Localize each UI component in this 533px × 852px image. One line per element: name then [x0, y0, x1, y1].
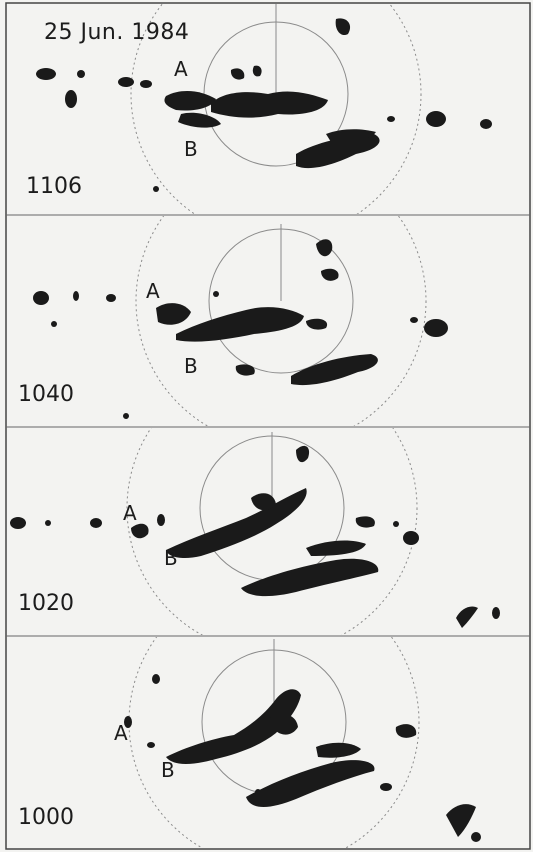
radar-panel-1020: A B 1020 [6, 428, 531, 635]
time-label: 1020 [18, 591, 74, 616]
time-label: 1040 [18, 382, 74, 407]
marker-a: A [174, 57, 188, 81]
range-rings [128, 637, 420, 848]
echo-cells-scattered [36, 68, 492, 192]
marker-b: B [184, 354, 198, 378]
radar-panel-1000: A B 1000 [6, 637, 531, 848]
radar-panel-1040: A B 1040 [6, 216, 531, 426]
radar-panel-1106: 25 Jun. 1984 A B 1106 [6, 4, 531, 214]
marker-b: B [184, 137, 198, 161]
range-rings [135, 216, 427, 426]
radar-echo-map [33, 216, 448, 426]
time-label: 1106 [26, 174, 82, 199]
date-label: 25 Jun. 1984 [44, 20, 190, 45]
marker-a: A [146, 279, 160, 303]
marker-a: A [123, 501, 137, 525]
time-label: 1000 [18, 805, 74, 830]
echo-cluster-main [164, 18, 380, 169]
radar-echo-map [36, 4, 492, 214]
echo-cluster-main [131, 445, 379, 597]
radar-echo-map [124, 637, 481, 848]
echo-cells-scattered [10, 514, 500, 628]
echo-cluster-main [156, 239, 378, 386]
marker-b: B [164, 546, 178, 570]
range-rings [126, 428, 418, 635]
echo-cluster-main [166, 689, 417, 807]
radar-echo-map [10, 428, 500, 635]
echo-cells-scattered [33, 291, 448, 419]
marker-b: B [161, 758, 175, 782]
echo-cells-scattered [124, 674, 481, 842]
marker-a: A [114, 721, 128, 745]
